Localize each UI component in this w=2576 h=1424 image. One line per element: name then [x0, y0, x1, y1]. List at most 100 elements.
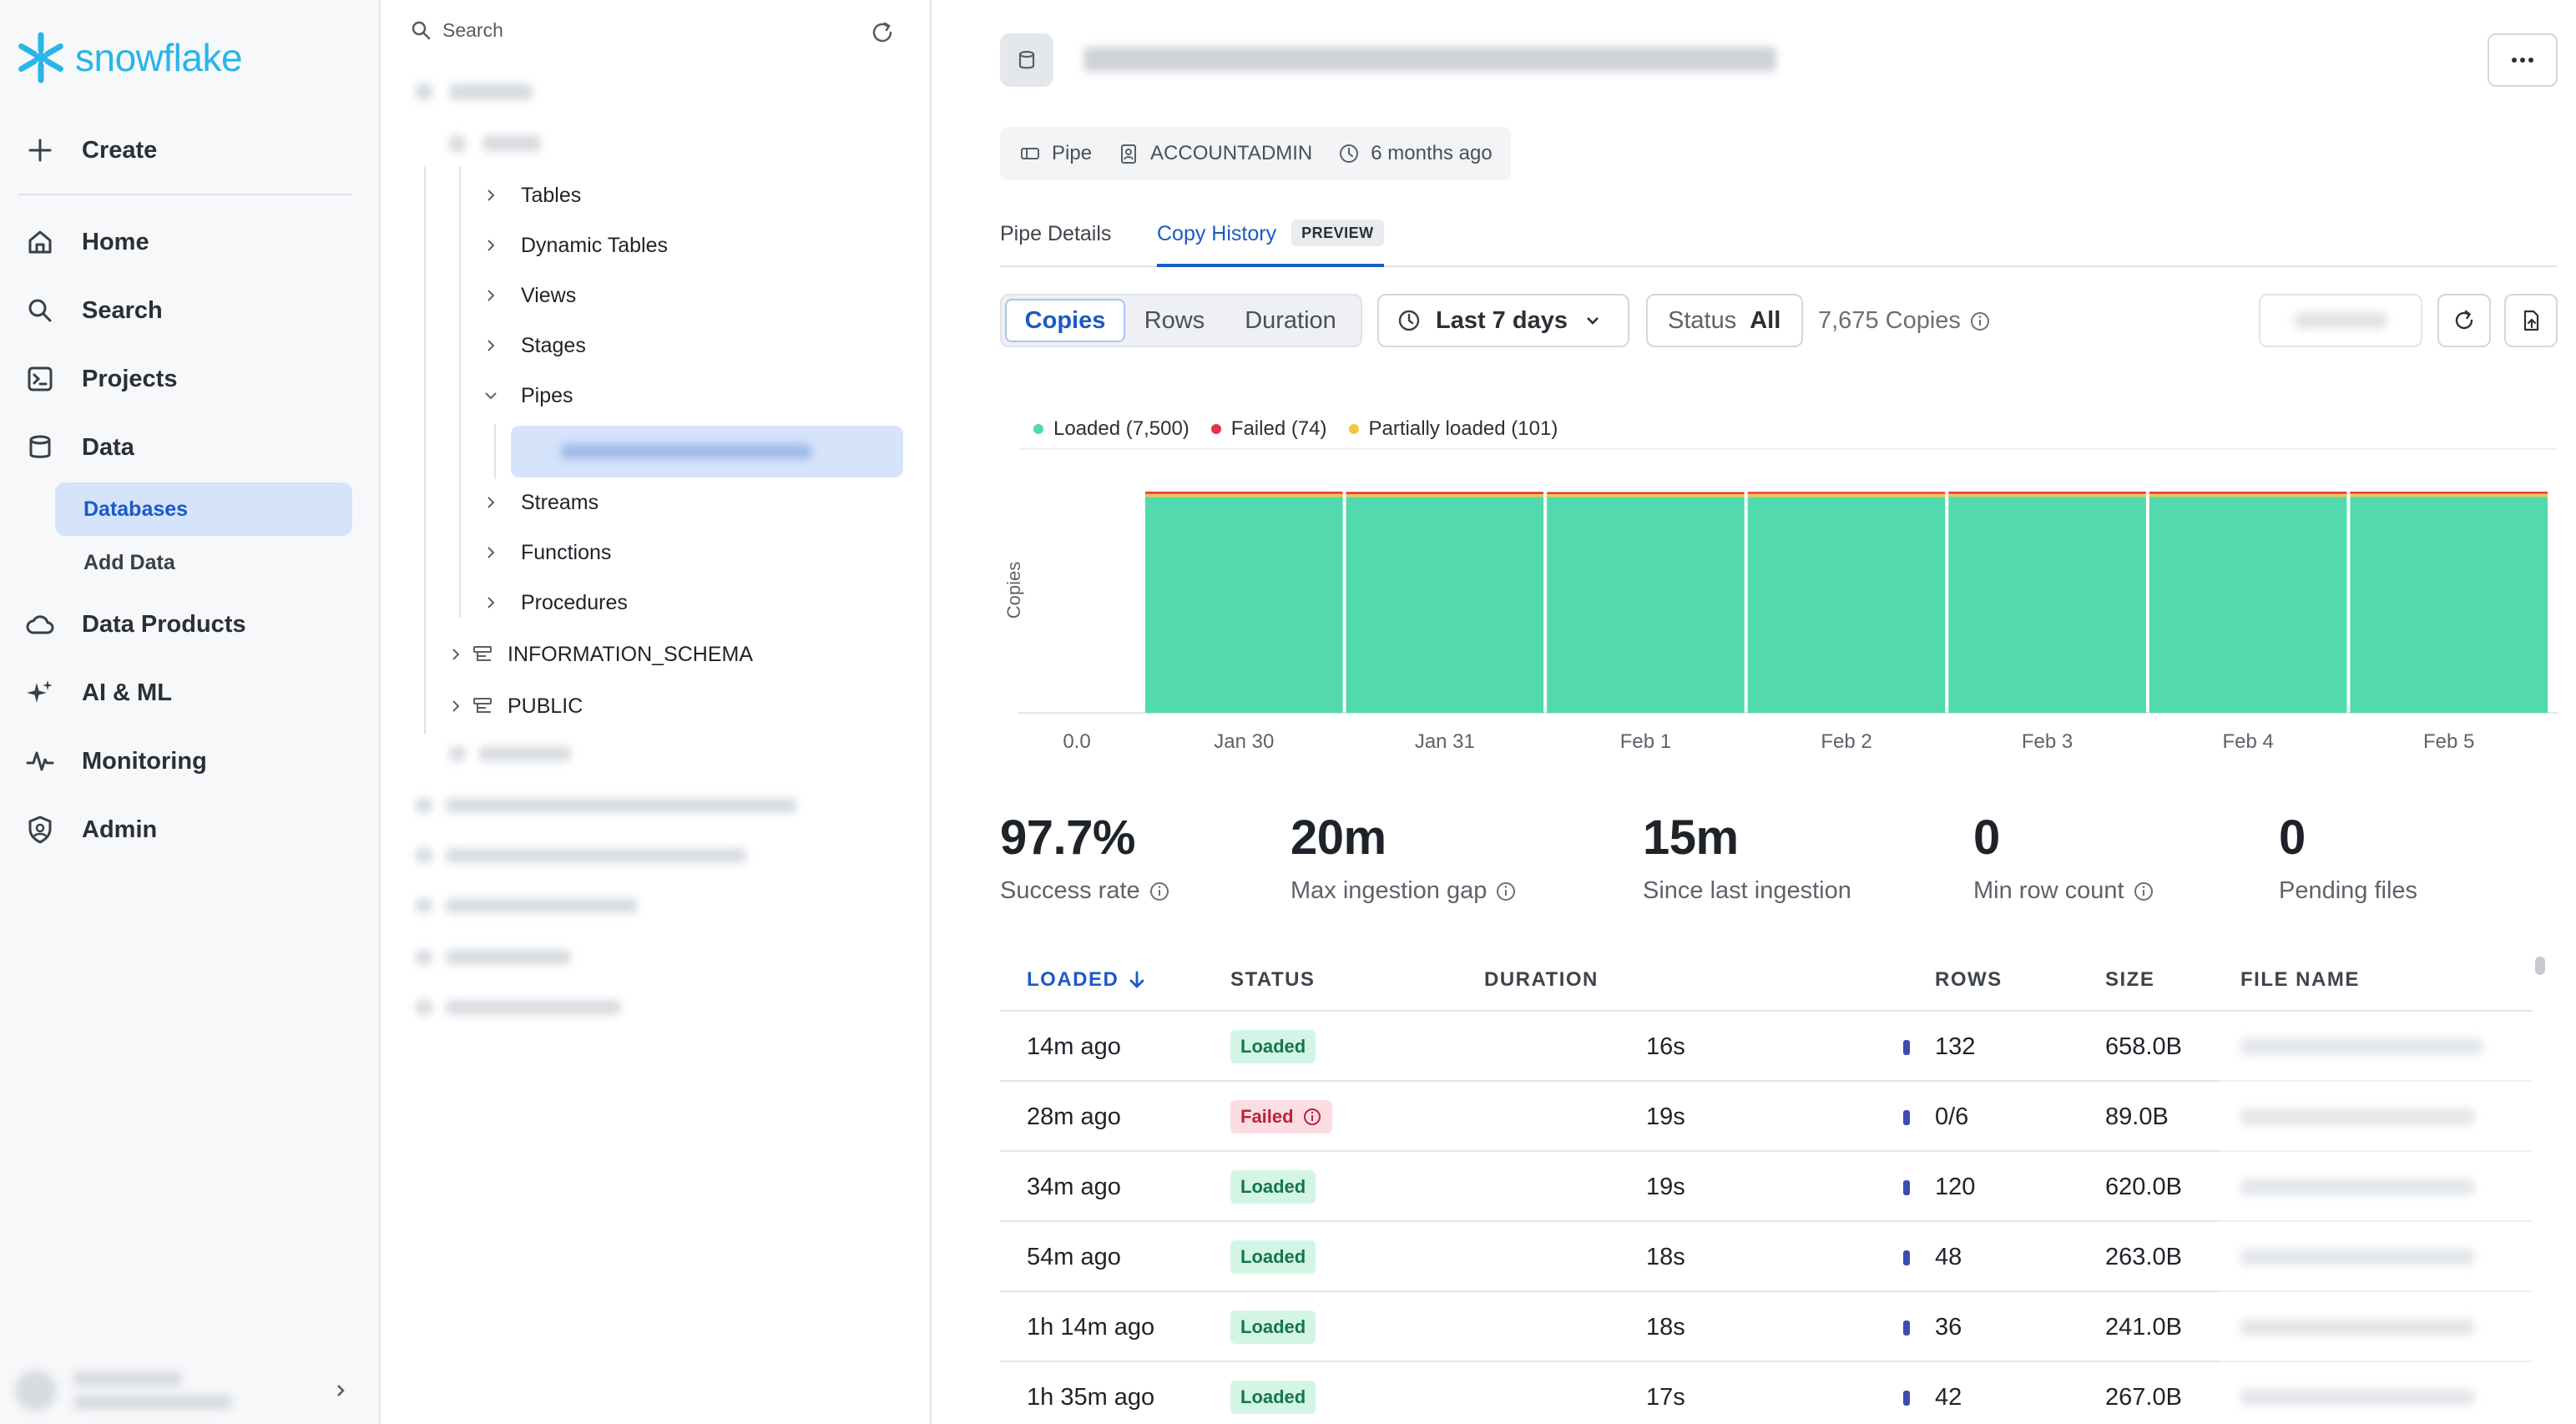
row-divider — [1000, 1220, 2219, 1222]
table-row[interactable]: 34m ago Loaded 19s 120 620.0B — [1000, 1152, 2533, 1222]
left-nav: snowflake Create Home Search Projects Da… — [0, 0, 381, 1424]
search-icon — [412, 21, 431, 40]
clock-icon — [1340, 144, 1359, 163]
table-row[interactable]: 14m ago Loaded 16s 132 658.0B — [1000, 1012, 2533, 1082]
tree-schema-information-schema[interactable]: INFORMATION_SCHEMA — [446, 638, 753, 671]
create-button[interactable]: Create — [23, 134, 157, 167]
cell-rows: 48 — [1935, 1244, 1962, 1270]
refresh-button[interactable] — [2437, 294, 2491, 347]
snowflake-logo[interactable]: snowflake — [13, 30, 243, 85]
tree-item-dynamic-tables[interactable]: Dynamic Tables — [481, 229, 668, 262]
cell-size: 267.0B — [2105, 1384, 2182, 1411]
redacted-tree-row[interactable] — [416, 1000, 621, 1019]
table-header-divider — [1000, 1010, 2533, 1012]
table-scrollbar[interactable] — [2531, 952, 2549, 1424]
legend-item-partially-loaded[interactable]: Partially loaded (101) — [1348, 417, 1558, 441]
redacted-database-row[interactable] — [416, 83, 533, 104]
legend-dot-icon — [1210, 424, 1221, 434]
row-divider — [2219, 1220, 2533, 1222]
nav-item-monitoring[interactable]: Monitoring — [23, 745, 207, 778]
info-icon[interactable] — [1302, 1107, 1322, 1127]
cell-rows: 36 — [1935, 1314, 1962, 1341]
cell-duration: 17s — [1646, 1384, 1685, 1411]
time-range-value: Last 7 days — [1436, 306, 1568, 334]
nav-item-data[interactable]: Data — [23, 431, 134, 464]
bar-segment-failed — [1346, 492, 1544, 494]
refresh-icon[interactable] — [868, 18, 897, 47]
toggle-copies[interactable]: Copies — [1005, 299, 1125, 342]
duration-bar — [1903, 1320, 1910, 1336]
col-header-duration[interactable]: DURATION — [1484, 968, 1599, 991]
copies-count: 7,675 Copies — [1818, 307, 1991, 335]
scrollbar-thumb[interactable] — [2535, 957, 2545, 975]
status-badge: Loaded — [1230, 1030, 1316, 1063]
cell-file-name-redacted — [2240, 1038, 2483, 1055]
toggle-rows[interactable]: Rows — [1144, 307, 1205, 334]
nav-item-projects[interactable]: Projects — [23, 362, 177, 396]
info-icon[interactable] — [2133, 881, 2154, 902]
nav-item-admin[interactable]: Admin — [23, 813, 157, 846]
table-row[interactable]: 54m ago Loaded 18s 48 263.0B — [1000, 1222, 2533, 1292]
export-button[interactable] — [2504, 294, 2558, 347]
tab-pipe-details[interactable]: Pipe Details — [1000, 222, 1112, 245]
tree-item-procedures[interactable]: Procedures — [481, 586, 628, 619]
toggle-duration[interactable]: Duration — [1245, 307, 1336, 334]
row-divider — [1000, 1290, 2219, 1292]
object-title-redacted — [1083, 47, 1776, 72]
redacted-tree-row[interactable] — [416, 950, 571, 969]
cell-rows: 132 — [1935, 1033, 1976, 1060]
table-row[interactable]: 1h 14m ago Loaded 18s 36 241.0B — [1000, 1292, 2533, 1362]
more-options-button[interactable] — [2488, 33, 2558, 87]
redacted-tree-row[interactable] — [416, 848, 746, 867]
tree-item-label: Views — [521, 283, 577, 307]
bar-segment-loaded — [1948, 497, 2146, 713]
nav-item-label: Search — [82, 296, 163, 324]
bar-segment-partially-loaded — [1145, 493, 1343, 497]
row-divider — [1000, 1361, 2219, 1362]
tree-schema-public[interactable]: PUBLIC — [446, 689, 583, 723]
home-icon — [28, 230, 52, 254]
table-row[interactable]: 1h 35m ago Loaded 17s 42 267.0B — [1000, 1362, 2533, 1424]
col-header-status[interactable]: STATUS — [1230, 968, 1316, 991]
nav-item-home[interactable]: Home — [23, 225, 149, 259]
status-filter-dropdown[interactable]: Status All — [1646, 294, 1803, 347]
nav-sub-databases[interactable]: Databases — [55, 482, 352, 536]
cell-file-name-redacted — [2240, 1179, 2474, 1195]
redacted-tree-row[interactable] — [416, 898, 638, 917]
tree-search[interactable]: Search — [409, 18, 503, 42]
cell-rows: 42 — [1935, 1384, 1962, 1411]
cell-file-name-redacted — [2240, 1389, 2474, 1406]
tree-item-streams[interactable]: Streams — [481, 486, 599, 519]
tree-item-pipes[interactable]: Pipes — [481, 379, 573, 412]
col-header-rows[interactable]: ROWS — [1935, 968, 2003, 991]
nav-sub-add-data[interactable]: Add Data — [83, 551, 175, 574]
user-menu[interactable] — [15, 1369, 349, 1412]
nav-item-data-products[interactable]: Data Products — [23, 608, 246, 641]
redacted-action-button[interactable] — [2259, 294, 2422, 347]
info-icon[interactable] — [1149, 881, 1170, 902]
redacted-tree-row[interactable] — [449, 746, 571, 765]
tab-copy-history[interactable]: Copy History PREVIEW — [1157, 215, 1384, 267]
nav-item-ai-ml[interactable]: AI & ML — [23, 676, 172, 709]
tree-item-tables[interactable]: Tables — [481, 179, 581, 212]
tree-item-views[interactable]: Views — [481, 279, 576, 312]
tree-item-selected-pipe[interactable] — [511, 426, 903, 477]
redacted-tree-row[interactable] — [416, 798, 796, 817]
table-row[interactable]: 28m ago Failed 19s 0/6 89.0B — [1000, 1082, 2533, 1152]
status-filter-value: All — [1750, 306, 1781, 334]
stat-pending-files: 0 Pending files — [2279, 810, 2418, 904]
col-header-loaded[interactable]: LOADED — [1027, 968, 1147, 992]
tree-item-stages[interactable]: Stages — [481, 329, 586, 362]
time-range-dropdown[interactable]: Last 7 days — [1377, 294, 1629, 347]
col-header-file-name[interactable]: FILE NAME — [2240, 968, 2360, 991]
nav-item-search[interactable]: Search — [23, 294, 163, 327]
legend-item-loaded[interactable]: Loaded (7,500) — [1033, 417, 1190, 441]
tree-item-functions[interactable]: Functions — [481, 536, 611, 569]
sparkle-icon — [27, 680, 53, 703]
info-icon[interactable] — [1495, 881, 1517, 902]
col-header-size[interactable]: SIZE — [2105, 968, 2155, 991]
info-icon[interactable] — [1969, 311, 1991, 332]
redacted-schema-row[interactable] — [449, 135, 542, 156]
legend-item-failed[interactable]: Failed (74) — [1210, 417, 1327, 441]
export-file-icon — [2523, 310, 2539, 331]
